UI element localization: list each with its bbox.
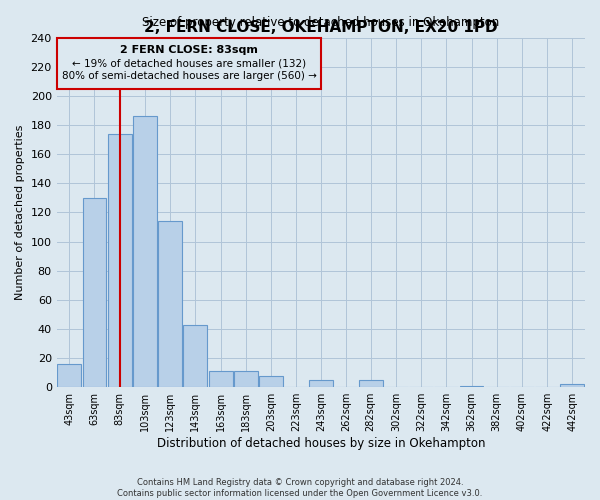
Bar bbox=[184, 324, 208, 387]
Bar bbox=[359, 380, 383, 387]
Text: 80% of semi-detached houses are larger (560) →: 80% of semi-detached houses are larger (… bbox=[62, 71, 317, 81]
X-axis label: Distribution of detached houses by size in Okehampton: Distribution of detached houses by size … bbox=[157, 437, 485, 450]
Text: ← 19% of detached houses are smaller (132): ← 19% of detached houses are smaller (13… bbox=[72, 58, 306, 68]
Bar bbox=[310, 380, 334, 387]
Bar bbox=[57, 364, 81, 387]
Bar bbox=[259, 376, 283, 387]
Bar bbox=[460, 386, 484, 387]
Bar bbox=[158, 221, 182, 387]
Y-axis label: Number of detached properties: Number of detached properties bbox=[15, 124, 25, 300]
Bar bbox=[209, 371, 233, 387]
Bar bbox=[108, 134, 131, 387]
Bar bbox=[83, 198, 106, 387]
Bar bbox=[133, 116, 157, 387]
Title: 2, FERN CLOSE, OKEHAMPTON, EX20 1PD: 2, FERN CLOSE, OKEHAMPTON, EX20 1PD bbox=[144, 20, 497, 35]
Text: Contains HM Land Registry data © Crown copyright and database right 2024.
Contai: Contains HM Land Registry data © Crown c… bbox=[118, 478, 482, 498]
Text: 2 FERN CLOSE: 83sqm: 2 FERN CLOSE: 83sqm bbox=[120, 45, 258, 55]
FancyBboxPatch shape bbox=[56, 38, 322, 88]
Bar bbox=[560, 384, 584, 387]
Bar bbox=[234, 371, 258, 387]
Text: Size of property relative to detached houses in Okehampton: Size of property relative to detached ho… bbox=[142, 16, 499, 29]
